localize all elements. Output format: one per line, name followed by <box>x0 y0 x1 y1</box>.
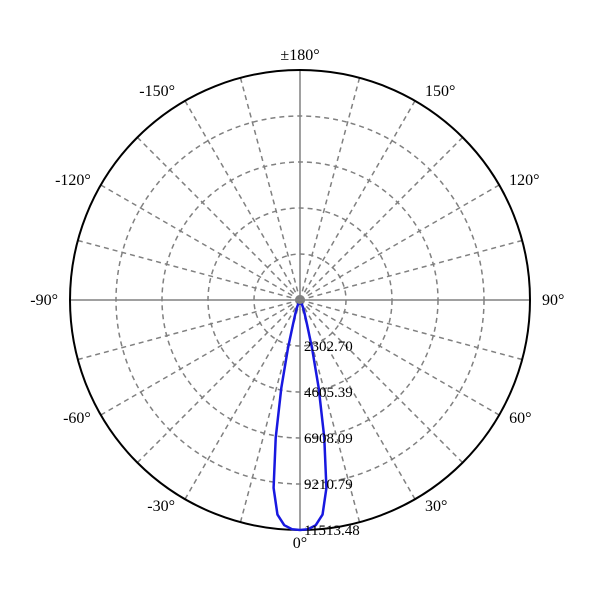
angular-grid-line <box>300 137 463 300</box>
angular-grid-line <box>185 300 300 499</box>
angular-grid-line <box>185 101 300 300</box>
angular-grid-line <box>300 101 415 300</box>
radial-label: 9210.79 <box>304 477 353 493</box>
angular-grid-line <box>300 240 522 300</box>
center-dot-icon <box>296 296 304 304</box>
angle-label: 150° <box>425 83 455 100</box>
angle-label: 60° <box>509 410 531 427</box>
angle-label: 30° <box>425 498 447 515</box>
angular-grid-line <box>78 300 300 360</box>
radial-label: 2302.70 <box>304 339 353 355</box>
angle-label: -90° <box>30 292 58 309</box>
angular-grid-line <box>300 185 499 300</box>
angle-label: -30° <box>147 498 175 515</box>
angle-label: 120° <box>509 172 539 189</box>
angular-grid-line <box>300 78 360 300</box>
radial-label: 4605.39 <box>304 385 353 401</box>
angle-label: -60° <box>63 410 91 427</box>
angle-label: -150° <box>139 83 175 100</box>
polar-chart: 0°30°60°90°120°150°±180°-150°-120°-90°-6… <box>0 0 600 600</box>
angular-grid-line <box>137 137 300 300</box>
angular-grid-line <box>78 240 300 300</box>
angle-label: ±180° <box>280 47 319 64</box>
angular-grid-line <box>101 300 300 415</box>
angular-grid-line <box>101 185 300 300</box>
radial-label: 6908.09 <box>304 431 353 447</box>
radial-label: 11513.48 <box>304 523 360 539</box>
angle-label: 90° <box>542 292 564 309</box>
angle-label: -120° <box>55 172 91 189</box>
angular-grid-line <box>240 78 300 300</box>
